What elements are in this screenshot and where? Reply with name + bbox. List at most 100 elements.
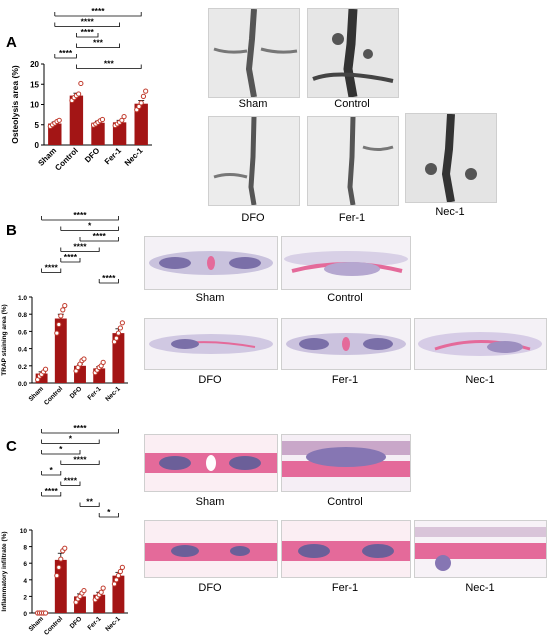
- x-tick-label: Sham: [28, 615, 46, 633]
- data-point: [54, 330, 60, 336]
- trap-label-sham: Sham: [195, 292, 225, 304]
- bar-dfo: [74, 365, 86, 383]
- data-point: [60, 307, 66, 313]
- significance-bracket: [41, 492, 62, 497]
- panel-letter-b: B: [6, 222, 17, 239]
- significance-label: ****: [64, 476, 78, 486]
- x-tick-label: Control: [43, 385, 64, 406]
- significance-label: ****: [81, 17, 95, 27]
- data-point: [136, 103, 142, 110]
- y-axis-label: Inflammatory infiltrate (%): [1, 531, 8, 611]
- x-tick-label: Fer-1: [103, 146, 124, 167]
- trap-label-dfo: DFO: [198, 374, 222, 386]
- data-point: [54, 573, 60, 579]
- y-tick-label: 0: [23, 611, 27, 618]
- significance-label: ****: [59, 48, 73, 58]
- significance-bracket: [98, 279, 119, 284]
- data-point: [143, 88, 149, 94]
- bar-sham: [48, 123, 62, 145]
- data-point: [121, 114, 127, 120]
- x-tick-label: DFO: [69, 385, 84, 400]
- y-tick-label: 8: [23, 545, 27, 552]
- he-image-control: [281, 434, 411, 492]
- bar-control: [69, 95, 84, 145]
- significance-label: ****: [73, 455, 87, 465]
- significance-bracket: [76, 33, 99, 38]
- data-point: [56, 321, 62, 328]
- significance-bracket: [41, 429, 119, 434]
- trap-image-sham: [144, 236, 278, 290]
- y-tick-label: 4: [23, 578, 27, 585]
- bar-control: [54, 318, 67, 383]
- significance-bracket: [60, 258, 81, 263]
- data-point: [98, 589, 104, 595]
- bar-fer-1: [93, 594, 106, 613]
- he-label-sham: Sham: [195, 496, 225, 508]
- data-point: [111, 581, 118, 587]
- microct-image-sham: [208, 8, 300, 98]
- data-point: [78, 80, 84, 87]
- significance-bracket: [54, 22, 120, 27]
- x-tick-label: Nec-1: [104, 615, 122, 633]
- microct-image-nec1: [405, 113, 497, 203]
- significance-bracket: [60, 481, 81, 486]
- bar-fer-1: [93, 368, 106, 383]
- y-tick-label: 0.8: [18, 312, 27, 319]
- data-point: [81, 587, 87, 594]
- significance-bracket: [79, 502, 100, 507]
- significance-label: ****: [93, 231, 107, 241]
- data-point: [58, 556, 64, 562]
- he-image-nec1: [414, 520, 547, 578]
- image-label-control: Control: [334, 98, 370, 110]
- y-axis-label: TRAP staining area (%): [1, 304, 8, 375]
- y-tick-label: 2: [23, 594, 27, 601]
- x-tick-label: Nec-1: [104, 385, 122, 403]
- data-point: [138, 100, 144, 106]
- significance-bracket: [60, 460, 100, 465]
- y-tick-label: 1.0: [18, 295, 27, 302]
- significance-bracket: [76, 43, 120, 48]
- significance-bracket: [41, 471, 62, 476]
- data-point: [119, 564, 125, 570]
- significance-bracket: [41, 268, 62, 273]
- significance-label: *: [88, 221, 92, 231]
- data-point: [56, 564, 62, 570]
- bar-nec-1: [112, 575, 125, 613]
- significance-bracket: [54, 54, 77, 59]
- y-tick-label: 6: [23, 561, 27, 568]
- data-point: [113, 335, 120, 341]
- significance-label: ****: [64, 252, 78, 262]
- data-point: [81, 356, 87, 362]
- y-tick-label: 20: [30, 60, 39, 69]
- y-tick-label: 10: [20, 528, 28, 535]
- data-point: [62, 545, 68, 551]
- y-tick-label: 0.4: [18, 347, 27, 354]
- y-tick-label: 0.2: [18, 364, 27, 371]
- significance-label: ****: [73, 242, 87, 252]
- image-label-sham: Sham: [238, 98, 268, 110]
- data-point: [99, 116, 106, 123]
- he-image-sham: [144, 434, 278, 492]
- data-point: [42, 366, 49, 372]
- he-label-control: Control: [327, 496, 363, 508]
- x-tick-label: Nec-1: [123, 146, 145, 168]
- significance-bracket: [41, 450, 81, 455]
- image-label-nec1: Nec-1: [435, 206, 465, 218]
- y-tick-label: 15: [30, 80, 39, 89]
- significance-label: ****: [73, 210, 87, 220]
- trap-image-control: [281, 236, 411, 290]
- significance-bracket: [41, 439, 100, 444]
- panel-letter-c: C: [6, 438, 17, 455]
- trap-image-nec1: [414, 318, 547, 370]
- significance-bracket: [60, 247, 100, 252]
- microct-image-control: [307, 8, 399, 98]
- trap-label-nec1: Nec-1: [465, 374, 495, 386]
- bar-dfo: [91, 122, 105, 145]
- data-point: [117, 568, 123, 575]
- significance-label: *: [69, 434, 73, 444]
- data-point: [100, 585, 106, 591]
- trap-bar-chart: 0.0 0.2 0.4 0.6 0.8 1.0 TRAP staining area (%)…: [1, 210, 128, 407]
- trap-image-dfo: [144, 318, 278, 370]
- y-tick-label: 0.0: [18, 381, 27, 388]
